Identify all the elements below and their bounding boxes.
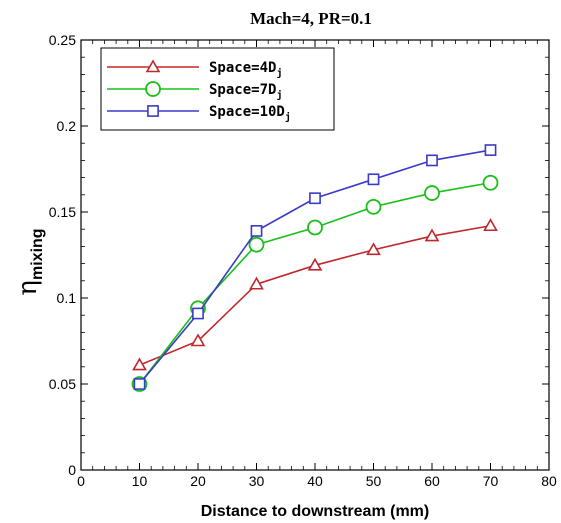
data-point-series-1 — [366, 242, 381, 256]
data-point-series-2 — [307, 219, 323, 236]
data-point-series-3 — [309, 192, 321, 205]
legend-marker-3 — [147, 105, 159, 117]
x-tick-label: 0 — [77, 473, 85, 489]
x-tick-label: 80 — [541, 473, 557, 489]
data-point-series-3 — [133, 378, 146, 390]
x-tick-label: 70 — [483, 473, 499, 489]
data-point-series-2 — [482, 174, 499, 191]
data-point-series-3 — [484, 144, 497, 156]
data-point-series-1 — [132, 357, 147, 371]
data-point-series-2 — [365, 198, 382, 215]
y-axis-label-sub: mixing — [29, 228, 46, 280]
data-point-series-2 — [248, 236, 265, 253]
x-axis-label: Distance to downstream (mm) — [201, 503, 429, 520]
chart-title: Mach=4, PR=0.1 — [250, 9, 372, 28]
svg-text:ηmixing: ηmixing — [13, 228, 46, 295]
y-tick-label: 0.2 — [57, 118, 77, 134]
data-point-series-1 — [190, 333, 206, 347]
data-point-series-3 — [426, 154, 438, 167]
series-line-2 — [138, 181, 491, 385]
y-tick-label: 0.05 — [49, 376, 76, 392]
data-point-series-3 — [192, 307, 204, 320]
y-tick-label: 0.15 — [49, 204, 76, 220]
legend-label-2: Space=7Dj — [209, 82, 282, 101]
legend-marker-2 — [145, 81, 161, 97]
y-tick-label: 0.1 — [57, 290, 77, 306]
legend-marker-1 — [145, 59, 161, 73]
x-tick-label: 40 — [307, 473, 323, 489]
data-point-series-1 — [249, 276, 264, 290]
y-axis-label: ηmixing — [13, 228, 46, 295]
y-axis-label-main: η — [13, 280, 43, 296]
data-point-series-1 — [483, 218, 498, 232]
x-tick-label: 60 — [424, 473, 440, 489]
data-point-series-1 — [307, 257, 323, 271]
x-tick-label: 30 — [249, 473, 265, 489]
x-tick-label: 50 — [366, 473, 382, 489]
data-point-series-3 — [367, 173, 380, 186]
data-point-series-1 — [424, 228, 440, 242]
y-tick-label: 0 — [68, 462, 76, 478]
data-point-series-2 — [424, 185, 440, 201]
legend-label-1: Space=4Dj — [209, 60, 282, 79]
legend-label-3: Space=10Dj — [209, 104, 291, 123]
plot-area: 0 10 20 30 40 50 60 70 80 0 0.05 0.1 0.15 0.2 0.25 Spac… — [49, 32, 557, 489]
x-tick-label: 20 — [190, 473, 206, 489]
x-tick-label: 10 — [132, 473, 148, 489]
data-point-series-3 — [250, 225, 263, 237]
y-tick-label: 0.25 — [49, 32, 76, 48]
